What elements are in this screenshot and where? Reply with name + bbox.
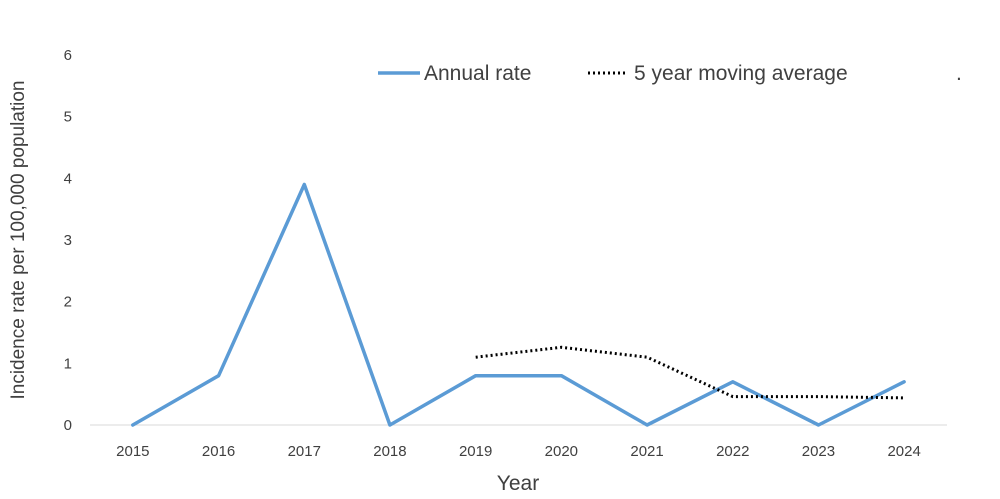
annual-rate-line <box>131 182 906 427</box>
legend-trailing-mark: . <box>956 62 962 85</box>
x-tick-label: 2020 <box>545 443 578 460</box>
legend: Annual rate 5 year moving average. <box>378 62 962 85</box>
x-tick-label: 2019 <box>459 443 492 460</box>
legend-label: 5 year moving average <box>634 62 848 85</box>
x-tick-label: 2021 <box>630 443 663 460</box>
x-axis-title: Year <box>497 472 539 495</box>
x-axis-ticks: 2015 2016 2017 2018 2019 2020 2021 2022 2023 2024 <box>116 443 921 460</box>
y-tick-label: 6 <box>64 47 72 64</box>
y-tick-label: 5 <box>64 109 72 126</box>
x-tick-label: 2024 <box>887 443 920 460</box>
y-tick-label: 4 <box>64 170 72 187</box>
x-tick-label: 2023 <box>802 443 835 460</box>
x-tick-label: 2015 <box>116 443 149 460</box>
series-layer <box>131 182 906 427</box>
x-tick-label: 2022 <box>716 443 749 460</box>
moving-average-line <box>475 345 905 400</box>
y-axis-title: Incidence rate per 100,000 population <box>8 80 29 399</box>
y-tick-label: 3 <box>64 232 72 249</box>
y-axis-ticks: 0 1 2 3 4 5 6 <box>64 47 72 434</box>
y-tick-label: 0 <box>64 417 72 434</box>
legend-label: Annual rate <box>424 62 531 85</box>
x-tick-label: 2017 <box>288 443 321 460</box>
y-tick-label: 2 <box>64 294 72 311</box>
x-tick-label: 2016 <box>202 443 235 460</box>
x-tick-label: 2018 <box>373 443 406 460</box>
y-tick-label: 1 <box>64 355 72 372</box>
